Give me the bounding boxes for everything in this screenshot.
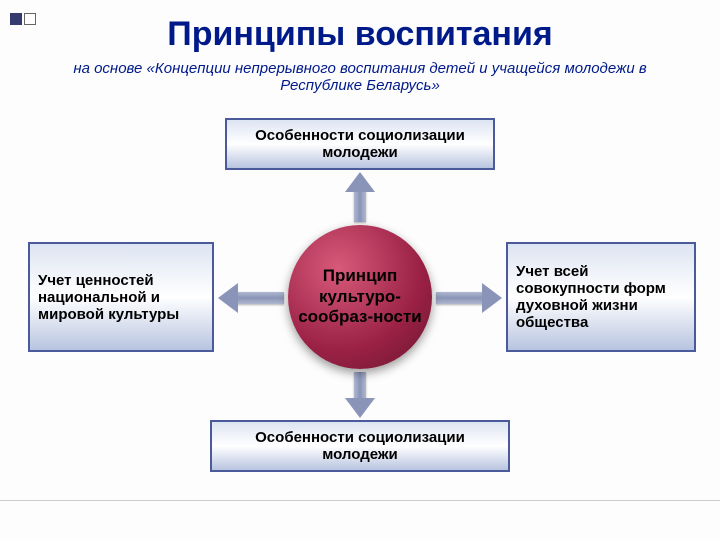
arrow-up-icon (350, 172, 370, 222)
center-text: Принцип культуро-сообраз-ности (288, 266, 432, 327)
box-right-text: Учет всей совокупности форм духовной жиз… (516, 263, 686, 331)
arrow-left-icon (218, 288, 284, 308)
center-circle: Принцип культуро-сообраз-ности (288, 225, 432, 369)
box-left-text: Учет ценностей национальной и мировой ку… (38, 272, 204, 323)
arrow-right-icon (436, 288, 502, 308)
box-bottom: Особенности социолизации молодежи (210, 420, 510, 472)
page-subtitle: на основе «Концепции непрерывного воспит… (40, 60, 680, 94)
box-left: Учет ценностей национальной и мировой ку… (28, 242, 214, 352)
arrow-down-icon (350, 372, 370, 418)
box-right: Учет всей совокупности форм духовной жиз… (506, 242, 696, 352)
page-title: Принципы воспитания (0, 15, 720, 54)
box-bottom-text: Особенности социолизации молодежи (220, 429, 500, 463)
footer-line (0, 500, 720, 501)
box-top-text: Особенности социолизации молодежи (235, 127, 485, 161)
box-top: Особенности социолизации молодежи (225, 118, 495, 170)
